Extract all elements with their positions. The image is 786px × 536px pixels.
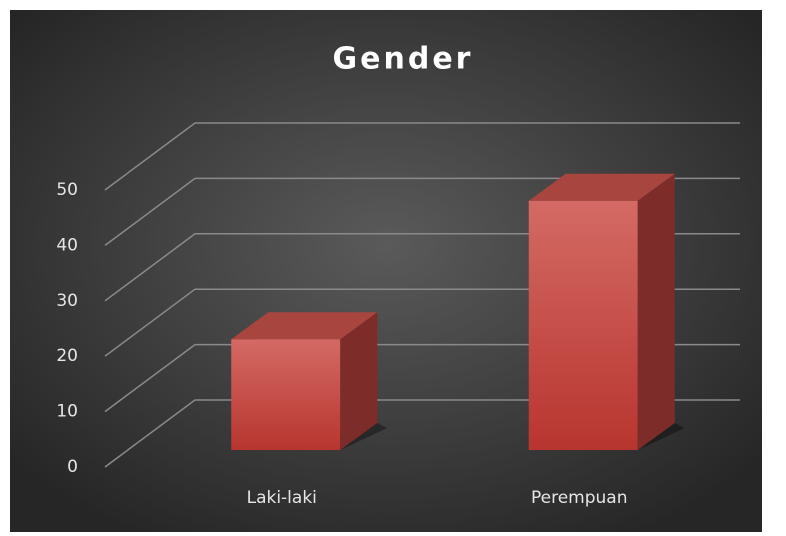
y-tick-label: 10	[56, 402, 78, 422]
bar	[231, 339, 341, 450]
bar-side	[637, 173, 675, 450]
bar-top	[528, 173, 675, 201]
y-tick-label: 30	[56, 291, 78, 311]
y-tick-label: 40	[56, 235, 78, 255]
chart-title: Gender	[333, 42, 474, 77]
grid-line	[104, 122, 740, 191]
y-tick-label: 20	[56, 346, 78, 366]
y-tick-label: 50	[56, 180, 78, 200]
y-tick-label: 0	[67, 457, 78, 477]
x-tick-label: Laki-laki	[247, 488, 317, 508]
bar-top	[231, 312, 378, 340]
x-tick-label: Perempuan	[531, 488, 628, 508]
bar-side	[340, 312, 378, 450]
grid-line	[104, 177, 740, 247]
bar	[528, 200, 638, 450]
